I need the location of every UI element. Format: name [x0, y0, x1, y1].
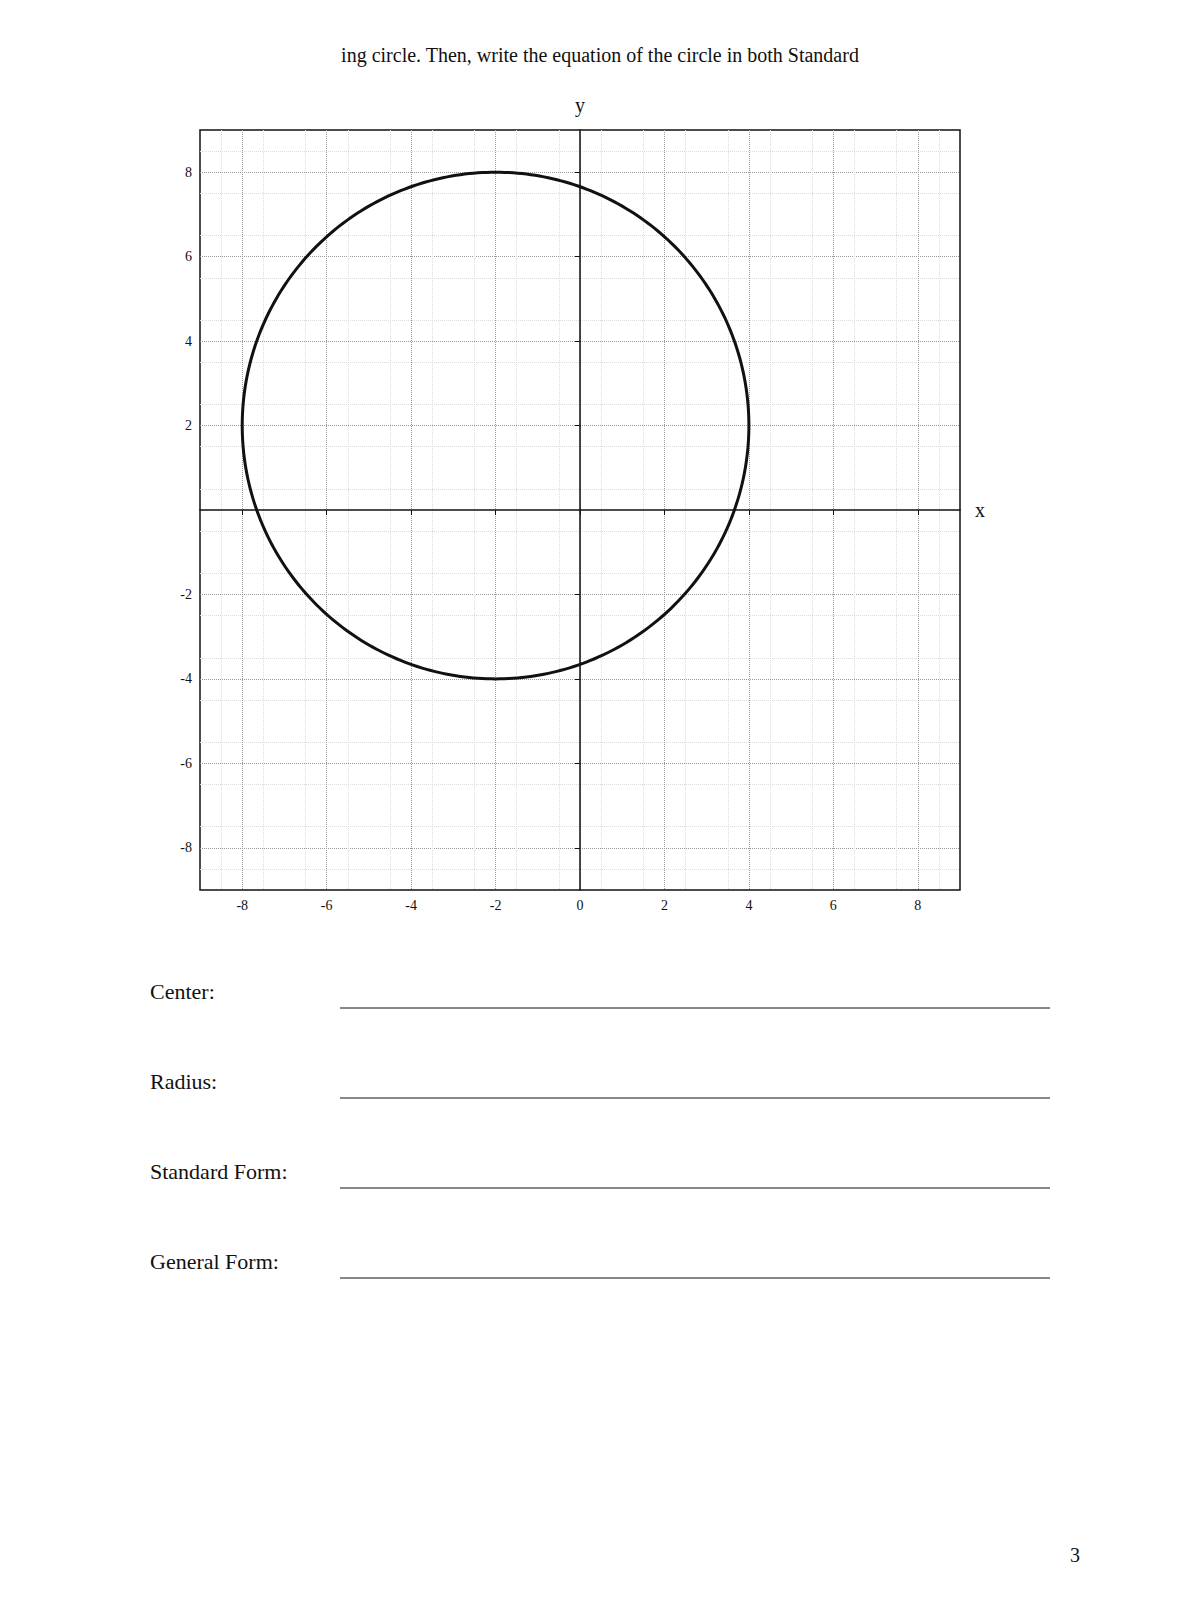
svg-text:Radius:: Radius:	[150, 1069, 217, 1094]
svg-text:General Form:: General Form:	[150, 1249, 279, 1274]
svg-text:-4: -4	[405, 898, 417, 913]
svg-text:4: 4	[185, 334, 192, 349]
svg-text:y: y	[575, 94, 585, 117]
svg-text:4: 4	[745, 898, 752, 913]
svg-text:Standard Form:: Standard Form:	[150, 1159, 288, 1184]
svg-text:-2: -2	[490, 898, 502, 913]
svg-text:Center:: Center:	[150, 979, 215, 1004]
svg-text:8: 8	[914, 898, 921, 913]
svg-text:-6: -6	[321, 898, 333, 913]
svg-text:-4: -4	[180, 671, 192, 686]
svg-text:8: 8	[185, 165, 192, 180]
svg-text:0: 0	[577, 898, 584, 913]
svg-text:x: x	[975, 499, 985, 521]
svg-text:-8: -8	[236, 898, 248, 913]
svg-text:3: 3	[1070, 1544, 1080, 1566]
svg-text:-2: -2	[180, 587, 192, 602]
svg-text:6: 6	[185, 249, 192, 264]
svg-text:-8: -8	[180, 840, 192, 855]
svg-text:6: 6	[830, 898, 837, 913]
svg-text:2: 2	[661, 898, 668, 913]
svg-text:-6: -6	[180, 756, 192, 771]
svg-text:ing circle. Then, write the eq: ing circle. Then, write the equation of …	[341, 44, 859, 67]
svg-text:2: 2	[185, 418, 192, 433]
